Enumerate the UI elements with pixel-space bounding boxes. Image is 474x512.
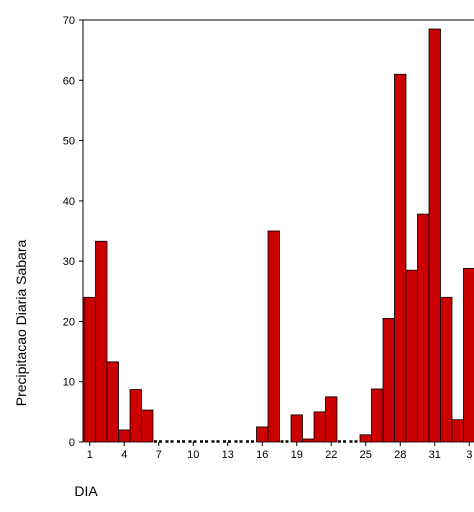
y-tick-label: 0 bbox=[69, 437, 75, 449]
x-tick-label: 25 bbox=[360, 449, 372, 461]
bar bbox=[428, 28, 441, 443]
y-tick-label: 60 bbox=[63, 75, 75, 87]
y-tick-label: 20 bbox=[63, 316, 75, 328]
x-tick-label: 3 bbox=[466, 449, 472, 461]
y-tick-label: 50 bbox=[63, 136, 75, 148]
bar bbox=[95, 240, 108, 443]
bar bbox=[290, 414, 303, 443]
y-tick-label: 40 bbox=[63, 196, 75, 208]
bar bbox=[440, 296, 453, 443]
bar bbox=[451, 419, 464, 443]
x-tick-label: 22 bbox=[325, 449, 337, 461]
y-tick-label: 30 bbox=[63, 256, 75, 268]
bar bbox=[382, 318, 395, 443]
x-tick-label: 16 bbox=[256, 449, 268, 461]
bar bbox=[405, 269, 418, 443]
bar bbox=[371, 388, 384, 443]
x-tick-label: 13 bbox=[222, 449, 234, 461]
bar bbox=[256, 426, 269, 443]
y-tick-label: 10 bbox=[63, 377, 75, 389]
x-tick-label: 28 bbox=[394, 449, 406, 461]
bar bbox=[325, 396, 338, 443]
bar bbox=[118, 429, 131, 443]
x-tick-label: 19 bbox=[291, 449, 303, 461]
x-axis: 1 4 7 10 13 16 19 22 25 28 31 3 bbox=[87, 442, 472, 461]
x-axis-title: DIA bbox=[74, 483, 98, 499]
bar bbox=[302, 438, 315, 443]
bars bbox=[83, 28, 474, 443]
y-tick-label: 70 bbox=[63, 15, 75, 27]
bar bbox=[394, 73, 407, 443]
x-tick-label: 10 bbox=[187, 449, 199, 461]
bar bbox=[359, 434, 372, 443]
bar bbox=[129, 389, 142, 443]
x-tick-label: 4 bbox=[121, 449, 127, 461]
y-axis-title: Precipitacao Diaria Sabara bbox=[13, 240, 29, 407]
bar bbox=[267, 230, 280, 443]
x-tick-label: 7 bbox=[156, 449, 162, 461]
y-axis: 0 10 20 30 40 50 60 70 bbox=[63, 15, 83, 449]
bar bbox=[83, 296, 96, 443]
bar bbox=[106, 361, 119, 443]
x-tick-label: 31 bbox=[429, 449, 441, 461]
bar bbox=[313, 411, 326, 443]
bar bbox=[417, 213, 430, 443]
x-tick-label: 1 bbox=[87, 449, 93, 461]
bar bbox=[141, 409, 154, 443]
plot-frame bbox=[82, 19, 474, 442]
bar bbox=[463, 267, 474, 443]
